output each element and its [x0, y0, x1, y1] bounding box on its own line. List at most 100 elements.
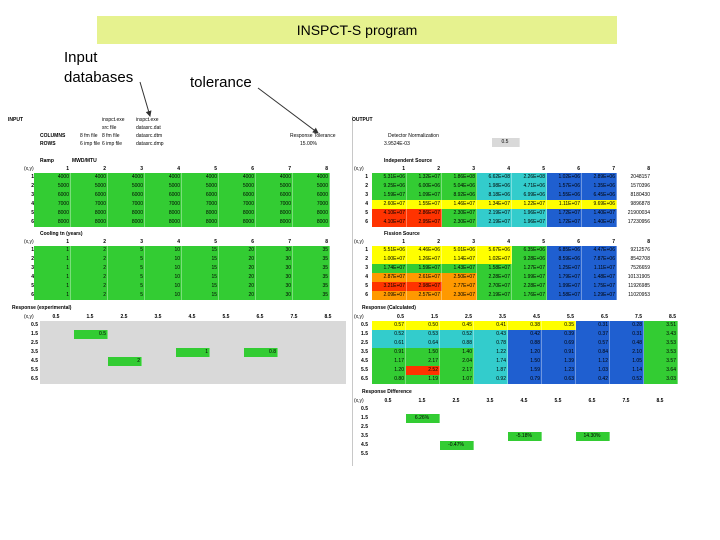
resp-diff-marker[interactable]: 6.26%: [406, 414, 440, 423]
resp-exp-marker[interactable]: 2: [108, 357, 142, 366]
ramp-cell[interactable]: 7000: [71, 200, 108, 209]
ramp-cell[interactable]: 7000: [256, 200, 293, 209]
fission-source-cell[interactable]: 1.58E+07: [477, 264, 512, 273]
resp-calc-cell[interactable]: 0.41: [474, 321, 508, 330]
cooling-cell[interactable]: 35: [293, 246, 330, 255]
ramp-cell[interactable]: 6000: [256, 191, 293, 200]
ramp-cell[interactable]: 4000: [71, 173, 108, 182]
fission-source-cell[interactable]: 1.29E+07: [582, 291, 617, 300]
resp-calc-cell[interactable]: 1.50: [508, 357, 542, 366]
fission-source-cell[interactable]: 4.47E+06: [582, 246, 617, 255]
fission-source-cell[interactable]: 1.79E+07: [547, 273, 582, 282]
ramp-cell[interactable]: 6000: [71, 191, 108, 200]
fission-source-cell[interactable]: 2.30E+07: [442, 291, 477, 300]
independent-source-cell[interactable]: 1.59E+07: [372, 191, 407, 200]
resp-calc-cell[interactable]: 0.91: [372, 348, 406, 357]
resp-calc-cell[interactable]: 0.91: [542, 348, 576, 357]
ramp-cell[interactable]: 8000: [108, 218, 145, 227]
ramp-cell[interactable]: 8000: [71, 209, 108, 218]
resp-calc-cell[interactable]: 1.22: [474, 348, 508, 357]
cooling-cell[interactable]: 10: [145, 273, 182, 282]
independent-source-cell[interactable]: 1.35E+06: [582, 182, 617, 191]
independent-source-cell[interactable]: 4.71E+06: [512, 182, 547, 191]
fission-source-cell[interactable]: 1.99E+07: [512, 273, 547, 282]
independent-source-cell[interactable]: 1.11E+07: [547, 200, 582, 209]
ramp-cell[interactable]: 4000: [293, 173, 330, 182]
resp-calc-cell[interactable]: 0.42: [576, 375, 610, 384]
ramp-cell[interactable]: 7000: [108, 200, 145, 209]
independent-source-cell[interactable]: 1.40E+07: [582, 209, 617, 218]
ramp-cell[interactable]: 8000: [108, 209, 145, 218]
cooling-cell[interactable]: 5: [108, 246, 145, 255]
ramp-cell[interactable]: 8000: [219, 218, 256, 227]
resp-calc-cell[interactable]: 0.57: [372, 321, 406, 330]
independent-source-cell[interactable]: 1.40E+07: [582, 218, 617, 227]
independent-source-cell[interactable]: 5.31E+06: [372, 173, 407, 182]
cooling-cell[interactable]: 20: [219, 246, 256, 255]
ramp-cell[interactable]: 8000: [182, 209, 219, 218]
ramp-cell[interactable]: 7000: [145, 200, 182, 209]
cooling-cell[interactable]: 15: [182, 291, 219, 300]
resp-calc-cell[interactable]: 0.84: [576, 348, 610, 357]
resp-calc-cell[interactable]: 1.39: [542, 357, 576, 366]
resp-calc-cell[interactable]: 0.92: [474, 375, 508, 384]
ramp-cell[interactable]: 5000: [293, 182, 330, 191]
resp-calc-cell[interactable]: 2.04: [440, 357, 474, 366]
cooling-cell[interactable]: 30: [256, 291, 293, 300]
fission-source-cell[interactable]: 7.87E+06: [582, 255, 617, 264]
ramp-cell[interactable]: 5000: [71, 182, 108, 191]
resp-calc-cell[interactable]: 3.51: [644, 321, 678, 330]
cooling-cell[interactable]: 30: [256, 282, 293, 291]
resp-calc-cell[interactable]: 0.39: [542, 330, 576, 339]
ramp-cell[interactable]: 7000: [219, 200, 256, 209]
cooling-cell[interactable]: 20: [219, 255, 256, 264]
cooling-cell[interactable]: 20: [219, 291, 256, 300]
fission-source-cell[interactable]: 1.58E+07: [547, 291, 582, 300]
resp-calc-cell[interactable]: 1.07: [440, 375, 474, 384]
resp-calc-cell[interactable]: 1.20: [508, 348, 542, 357]
independent-source-cell[interactable]: 4.10E+07: [372, 209, 407, 218]
ramp-cell[interactable]: 8000: [182, 218, 219, 227]
resp-calc-cell[interactable]: 3.03: [644, 375, 678, 384]
fission-source-cell[interactable]: 1.26E+07: [407, 255, 442, 264]
ramp-cell[interactable]: 8000: [293, 209, 330, 218]
resp-calc-cell[interactable]: 0.48: [610, 339, 644, 348]
independent-source-cell[interactable]: 1.46E+07: [442, 200, 477, 209]
ramp-cell[interactable]: 8000: [256, 209, 293, 218]
resp-calc-cell[interactable]: 0.69: [542, 339, 576, 348]
resp-calc-cell[interactable]: 0.78: [474, 339, 508, 348]
resp-exp-marker[interactable]: 1: [176, 348, 210, 357]
resp-calc-cell[interactable]: 2.52: [406, 366, 440, 375]
cooling-cell[interactable]: 35: [293, 255, 330, 264]
cooling-cell[interactable]: 15: [182, 264, 219, 273]
fission-source-cell[interactable]: 10131905: [617, 273, 652, 282]
fission-source-cell[interactable]: 1.00E+07: [372, 255, 407, 264]
independent-source-cell[interactable]: 2.89E+06: [582, 173, 617, 182]
resp-calc-cell[interactable]: 2.10: [610, 348, 644, 357]
cooling-cell[interactable]: 20: [219, 273, 256, 282]
cooling-cell[interactable]: 30: [256, 255, 293, 264]
resp-calc-cell[interactable]: 0.31: [610, 330, 644, 339]
cooling-cell[interactable]: 2: [71, 273, 108, 282]
fission-source-cell[interactable]: 1.27E+07: [512, 264, 547, 273]
fission-source-cell[interactable]: 5.01E+06: [442, 246, 477, 255]
ramp-cell[interactable]: 8000: [71, 218, 108, 227]
resp-calc-cell[interactable]: 0.45: [440, 321, 474, 330]
cooling-cell[interactable]: 30: [256, 264, 293, 273]
fission-source-cell[interactable]: 1.76E+07: [512, 291, 547, 300]
ramp-cell[interactable]: 4000: [108, 173, 145, 182]
cooling-cell[interactable]: 5: [108, 282, 145, 291]
resp-calc-cell[interactable]: 0.53: [406, 330, 440, 339]
independent-source-cell[interactable]: 1.55E+06: [547, 191, 582, 200]
resp-calc-cell[interactable]: 1.14: [610, 366, 644, 375]
resp-exp-marker[interactable]: 0.8: [244, 348, 278, 357]
resp-calc-cell[interactable]: 0.80: [372, 375, 406, 384]
cooling-cell[interactable]: 10: [145, 282, 182, 291]
cooling-cell[interactable]: 2: [71, 264, 108, 273]
ramp-cell[interactable]: 8000: [219, 209, 256, 218]
ramp-cell[interactable]: 8000: [34, 218, 71, 227]
fission-source-cell[interactable]: 5.67E+06: [477, 246, 512, 255]
resp-calc-cell[interactable]: 0.43: [474, 330, 508, 339]
independent-source-cell[interactable]: 2.86E+07: [407, 209, 442, 218]
fission-source-cell[interactable]: 7526659: [617, 264, 652, 273]
